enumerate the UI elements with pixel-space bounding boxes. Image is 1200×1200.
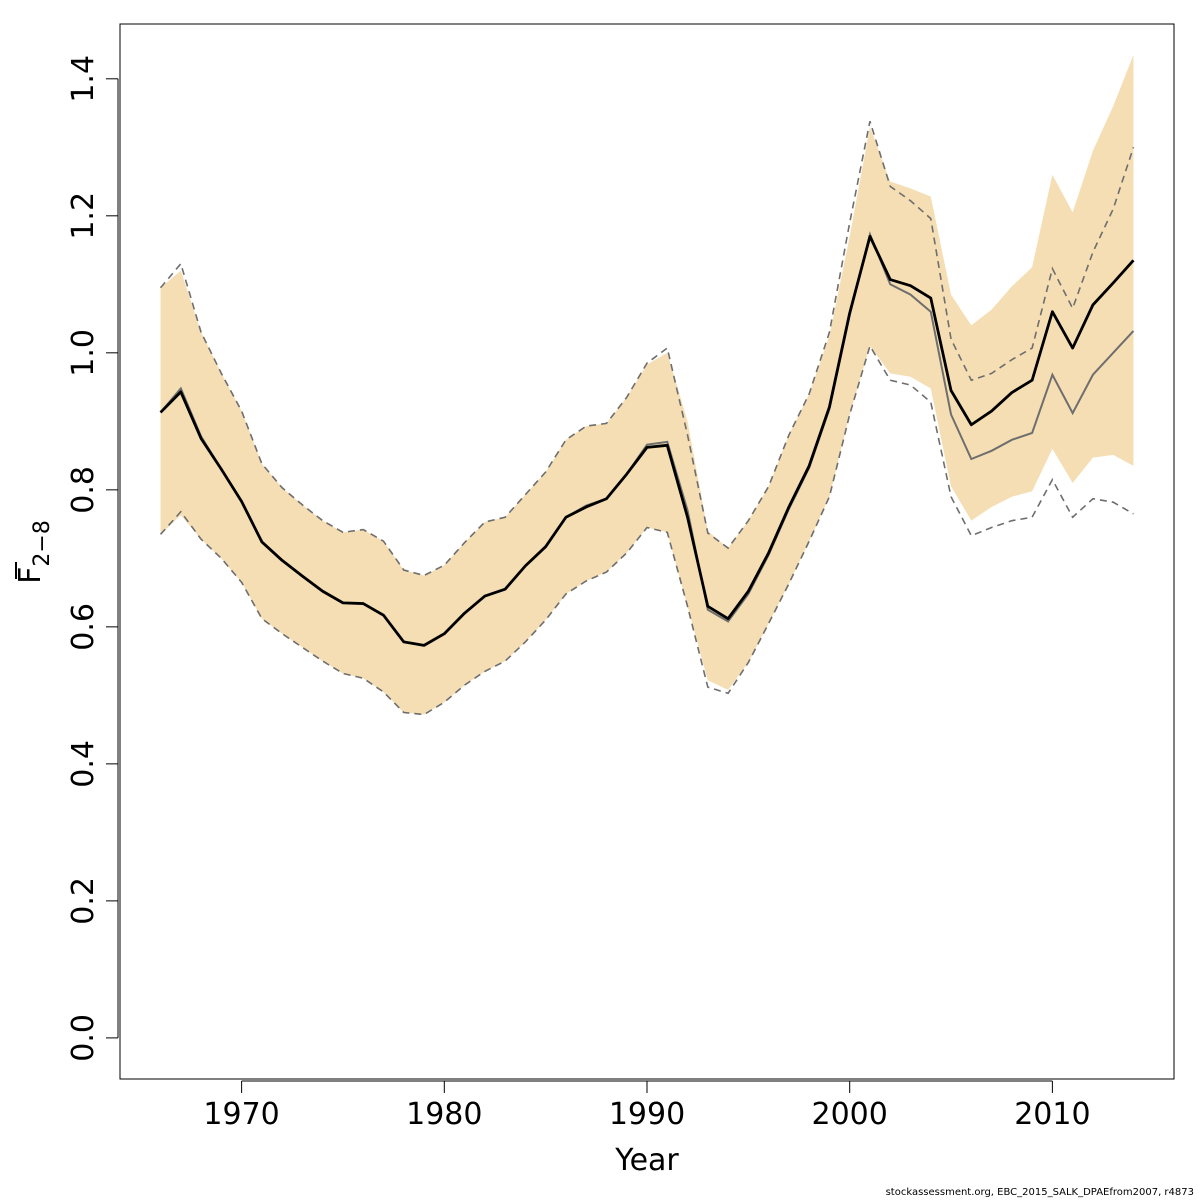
plot-frame (119, 23, 1175, 1080)
y-axis-title-subscript: 2−8 (30, 520, 55, 566)
y-tick-label: 0.6 (66, 603, 101, 651)
y-tick-label: 1.4 (66, 55, 101, 103)
y-tick-label: 0.0 (66, 1014, 101, 1062)
x-axis-title: Year (614, 1143, 679, 1178)
y-axis-title: F2−8 (13, 520, 55, 584)
y-tick-label: 0.4 (66, 740, 101, 788)
x-tick-label: 2000 (812, 1097, 888, 1132)
y-tick-label: 1.0 (66, 329, 101, 377)
svg-text:F2−8: F2−8 (13, 520, 55, 584)
y-axis-title-main: F (13, 567, 48, 584)
x-tick-label: 1980 (406, 1097, 482, 1132)
y-tick-label: 0.2 (66, 877, 101, 925)
y-tick-label: 1.2 (66, 192, 101, 240)
x-tick-label: 1970 (203, 1097, 279, 1132)
plot-area (159, 54, 1135, 716)
footer-credit: stockassessment.org, EBC_2015_SALK_DPAEf… (885, 1187, 1194, 1198)
series-dashed-upper (159, 121, 1135, 577)
x-tick-label: 2010 (1014, 1097, 1090, 1132)
confidence-band (160, 54, 1134, 715)
y-tick-label: 0.8 (66, 466, 101, 514)
x-tick-label: 1990 (609, 1097, 685, 1132)
axes: 1970 1980 1990 2000 2010 0.0 0.2 0.4 0.6 0.8 1.0 1.… (66, 55, 1091, 1132)
series-main (159, 234, 1135, 647)
series-dashed-lower (159, 343, 1134, 716)
